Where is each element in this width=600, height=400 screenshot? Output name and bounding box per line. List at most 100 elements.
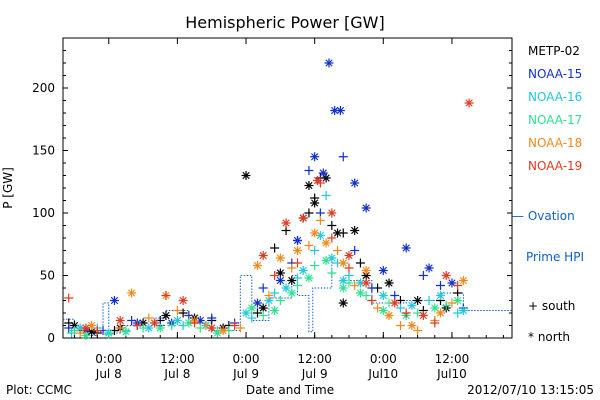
marker-legend-south: + south xyxy=(528,299,575,313)
data-point xyxy=(270,306,280,315)
data-point xyxy=(195,316,205,325)
data-point xyxy=(401,243,411,253)
data-point xyxy=(327,208,337,218)
data-point xyxy=(161,291,171,300)
data-point xyxy=(138,318,148,328)
legend-entry-noaa-16: NOAA-16 xyxy=(528,90,582,104)
data-point xyxy=(264,291,274,300)
data-point xyxy=(304,241,314,250)
data-point xyxy=(115,316,125,325)
data-point xyxy=(281,283,291,293)
data-point xyxy=(350,281,360,290)
y-tick-label-0: 0 xyxy=(47,331,55,345)
data-point xyxy=(127,288,137,298)
data-point xyxy=(390,298,400,308)
y-tick-label-3: 150 xyxy=(32,144,55,158)
data-point xyxy=(109,296,119,305)
data-point xyxy=(212,328,222,338)
data-point xyxy=(436,281,446,290)
data-point xyxy=(281,218,291,228)
data-point xyxy=(436,291,446,300)
data-point xyxy=(350,178,360,188)
x-tick-time-1: 12:00 xyxy=(160,352,195,366)
data-point xyxy=(258,303,268,313)
series-noaa-17-north xyxy=(81,256,463,340)
legend-entry-noaa-19: NOAA-19 xyxy=(528,159,582,173)
data-point xyxy=(310,152,320,162)
data-point xyxy=(447,298,457,308)
data-point xyxy=(418,311,428,320)
data-point xyxy=(310,261,320,270)
data-point xyxy=(172,306,182,315)
data-point xyxy=(350,246,360,255)
data-point xyxy=(458,306,468,315)
data-point xyxy=(321,173,331,183)
data-point xyxy=(155,323,165,333)
data-point xyxy=(441,301,451,310)
data-point xyxy=(121,327,131,337)
data-point xyxy=(441,271,451,280)
data-point xyxy=(184,318,194,328)
data-point xyxy=(235,323,245,333)
x-tick-time-3: 12:00 xyxy=(297,352,332,366)
x-tick-date-5: Jul10 xyxy=(436,367,467,381)
data-point xyxy=(69,321,79,330)
data-point xyxy=(258,311,268,320)
data-point xyxy=(247,313,257,323)
data-point xyxy=(355,258,365,268)
series-metp-02-north xyxy=(69,171,451,337)
marker-legend: + south * north xyxy=(528,299,575,344)
data-point xyxy=(395,321,405,330)
data-point xyxy=(436,308,446,318)
data-point xyxy=(258,251,268,260)
data-point xyxy=(241,171,251,180)
data-point xyxy=(378,306,388,315)
data-point xyxy=(338,276,348,285)
marker-legend-north: * north xyxy=(528,330,570,344)
data-point xyxy=(361,278,371,288)
data-point xyxy=(230,321,240,330)
y-axis-label: P [GW] xyxy=(1,167,15,209)
data-point xyxy=(413,296,423,305)
data-point xyxy=(293,246,303,255)
data-point xyxy=(218,326,228,335)
data-point xyxy=(64,293,74,303)
data-point xyxy=(310,228,320,238)
data-point xyxy=(138,323,148,333)
data-point xyxy=(355,288,365,298)
x-tick-date-3: Jul 9 xyxy=(301,367,328,381)
series-noaa-19-south xyxy=(64,178,463,335)
data-point xyxy=(190,318,200,328)
data-point xyxy=(264,296,274,305)
data-point xyxy=(172,316,182,325)
data-point xyxy=(313,176,323,185)
data-point xyxy=(401,308,411,318)
data-point xyxy=(407,301,417,310)
ovation-legend-line2: Prime HPI xyxy=(526,250,584,264)
data-point xyxy=(241,308,251,318)
data-point xyxy=(132,321,142,330)
data-point xyxy=(321,191,331,200)
data-point xyxy=(327,268,337,278)
data-point xyxy=(87,327,97,337)
data-point xyxy=(75,328,85,338)
data-point xyxy=(424,296,434,305)
footer-credit: Plot: CCMC xyxy=(6,383,72,397)
data-point xyxy=(310,246,320,255)
data-point xyxy=(321,256,331,265)
data-point xyxy=(321,238,331,248)
data-point xyxy=(298,213,308,223)
data-point xyxy=(310,198,320,208)
data-point xyxy=(275,268,285,278)
data-point xyxy=(64,323,74,333)
data-point xyxy=(384,311,394,320)
data-point xyxy=(287,288,297,298)
data-point xyxy=(298,266,308,275)
data-point xyxy=(92,326,102,335)
data-point xyxy=(384,278,394,288)
legend-entry-noaa-17: NOAA-17 xyxy=(528,113,582,127)
data-point xyxy=(287,276,297,285)
data-point xyxy=(453,296,463,305)
data-point xyxy=(252,261,262,270)
data-point xyxy=(338,283,348,293)
